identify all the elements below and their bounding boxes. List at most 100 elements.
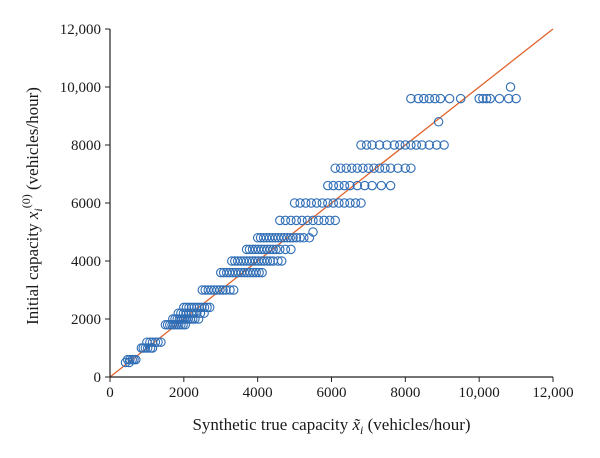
y-axis-title-sub: i: [31, 208, 45, 211]
data-point: [186, 308, 196, 318]
data-point: [433, 117, 444, 127]
data-point: [228, 285, 239, 295]
data-point: [273, 256, 283, 266]
data-point: [345, 180, 355, 191]
data-point: [291, 215, 302, 226]
data-point: [275, 244, 285, 255]
data-point: [358, 163, 368, 173]
y-tick-label: 0: [94, 370, 102, 386]
data-point: [257, 267, 267, 278]
data-point: [147, 343, 158, 353]
ticks: 0 2000 4000 6000 8000 10,000 12,000 0 2000 4000 60…: [60, 22, 574, 401]
data-point: [186, 302, 197, 313]
data-point: [431, 140, 442, 150]
data-point: [156, 337, 166, 347]
x-axis-title-post: (vehicles/hour): [363, 415, 470, 434]
data-point: [184, 302, 194, 313]
data-point: [406, 163, 416, 173]
y-tick-label: 2000: [71, 312, 101, 328]
data-point: [254, 267, 264, 278]
x-axis-title-var: x̃: [351, 415, 360, 434]
data-point: [455, 93, 466, 104]
data-point: [380, 163, 390, 173]
data-point: [282, 233, 292, 243]
data-point: [311, 198, 322, 208]
data-point: [439, 140, 449, 150]
data-point: [153, 337, 163, 347]
data-point: [374, 140, 385, 150]
data-point: [393, 163, 403, 173]
data-point: [395, 140, 405, 150]
data-point: [330, 163, 340, 173]
data-point: [173, 308, 184, 318]
data-point: [308, 227, 318, 237]
y-axis-title: Initial capacity xi(0) (vehicles/hour): [19, 87, 45, 325]
data-point: [268, 244, 278, 255]
data-point: [142, 343, 153, 353]
data-point: [382, 140, 392, 150]
data-point: [328, 180, 339, 191]
x-tick-label: 4000: [243, 385, 273, 401]
data-point: [299, 233, 309, 243]
data-point: [192, 302, 202, 313]
data-point: [359, 180, 370, 191]
data-point: [334, 198, 344, 208]
data-point: [474, 93, 484, 104]
y-axis-title-post: (vehicles/hour): [23, 87, 42, 194]
data-point: [385, 163, 396, 173]
y-tick-label: 10,000: [60, 80, 101, 96]
data-point: [503, 93, 514, 104]
data-point: [181, 308, 191, 318]
data-point: [334, 180, 344, 191]
data-point: [341, 163, 352, 173]
data-point: [424, 140, 435, 150]
data-point: [369, 163, 379, 173]
data-point: [197, 302, 207, 313]
data-point: [419, 93, 429, 104]
y-tick-label: 12,000: [60, 22, 101, 38]
data-point: [204, 302, 215, 313]
data-point: [478, 93, 488, 104]
data-point: [193, 314, 204, 324]
x-tick-label: 8000: [390, 385, 420, 401]
data-point: [374, 163, 385, 173]
data-point: [400, 163, 411, 173]
x-axis-title: Synthetic true capacity x̃i (vehicles/ho…: [192, 415, 470, 437]
data-point: [411, 140, 422, 150]
data-point: [202, 302, 212, 313]
data-point: [125, 354, 135, 365]
x-tick-label: 2000: [169, 385, 199, 401]
data-point: [494, 93, 505, 104]
y-tick-label: 6000: [71, 196, 101, 212]
data-point: [178, 308, 189, 318]
data-point: [218, 285, 228, 295]
data-point: [192, 308, 202, 318]
data-point: [251, 267, 261, 278]
data-point: [505, 82, 516, 92]
data-point: [286, 215, 296, 226]
data-point: [275, 215, 285, 226]
data-point: [413, 93, 424, 104]
data-point: [131, 354, 141, 365]
data-point: [417, 140, 427, 150]
x-tick-label: 6000: [317, 385, 347, 401]
data-point: [194, 302, 205, 313]
data-point: [288, 233, 298, 243]
data-point: [289, 198, 300, 208]
x-axis-title-sub: i: [360, 423, 363, 437]
data-point: [286, 244, 296, 255]
x-axis-title-pre: Synthetic true capacity: [192, 415, 352, 434]
data-point: [361, 140, 372, 150]
data-point: [352, 163, 363, 173]
data-point: [317, 198, 328, 208]
data-point: [389, 140, 400, 150]
data-point: [176, 308, 186, 318]
data-point: [323, 180, 333, 191]
data-point: [352, 180, 363, 191]
data-point: [339, 198, 350, 208]
data-point: [406, 93, 416, 104]
data-point: [291, 233, 302, 243]
data-point: [400, 140, 411, 150]
data-point: [347, 163, 357, 173]
